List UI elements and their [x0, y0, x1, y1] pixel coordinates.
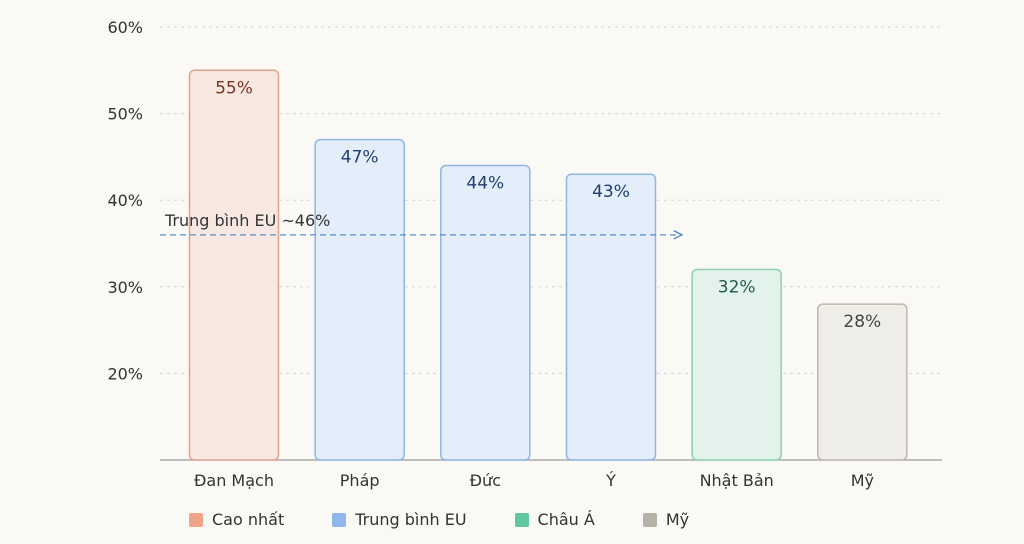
reference-line-label: Trung bình EU ~46% [164, 211, 330, 230]
bar [188, 69, 280, 461]
x-tick-label: Đức [470, 471, 501, 490]
bar-value-label: 43% [592, 182, 630, 202]
bar [565, 173, 657, 461]
legend-item: Trung bình EU [332, 510, 467, 529]
y-tick-label: 20% [107, 364, 143, 383]
x-tick-label: Nhật Bản [700, 471, 774, 490]
legend-item: Cao nhất [189, 510, 284, 529]
bar [691, 268, 782, 461]
y-tick-label: 50% [107, 105, 143, 124]
bar [817, 303, 908, 461]
bar [440, 164, 531, 461]
bar-chart: 20% 30% 40% 50% 60% 55% Đan Mạch 47% Pháp 44% Đức… [107, 18, 942, 490]
x-tick-label: Mỹ [851, 471, 874, 490]
y-tick-label: 30% [107, 278, 143, 297]
x-tick-label: Ý [605, 471, 616, 490]
legend-swatch [332, 512, 347, 527]
chart-legend: Cao nhất Trung bình EU Châu Á Mỹ [189, 510, 737, 529]
bar-value-label: 55% [215, 78, 253, 98]
legend-swatch [642, 512, 657, 527]
legend-label: Châu Á [537, 510, 595, 529]
legend-label: Cao nhất [212, 510, 285, 529]
bar-value-label: 28% [843, 312, 881, 332]
x-tick-label: Pháp [340, 471, 380, 490]
y-tick-label: 60% [107, 18, 143, 37]
bar [314, 138, 405, 461]
bar-value-label: 47% [341, 148, 379, 168]
y-tick-label: 40% [107, 191, 143, 210]
legend-item: Châu Á [514, 510, 595, 529]
legend-item: Mỹ [642, 510, 690, 529]
legend-label: Trung bình EU [355, 510, 467, 529]
legend-swatch [514, 512, 529, 527]
legend-label: Mỹ [665, 510, 690, 529]
x-tick-label: Đan Mạch [194, 471, 274, 490]
legend-swatch [189, 512, 203, 527]
bar-value-label: 44% [466, 174, 504, 194]
bar-value-label: 32% [718, 277, 756, 297]
